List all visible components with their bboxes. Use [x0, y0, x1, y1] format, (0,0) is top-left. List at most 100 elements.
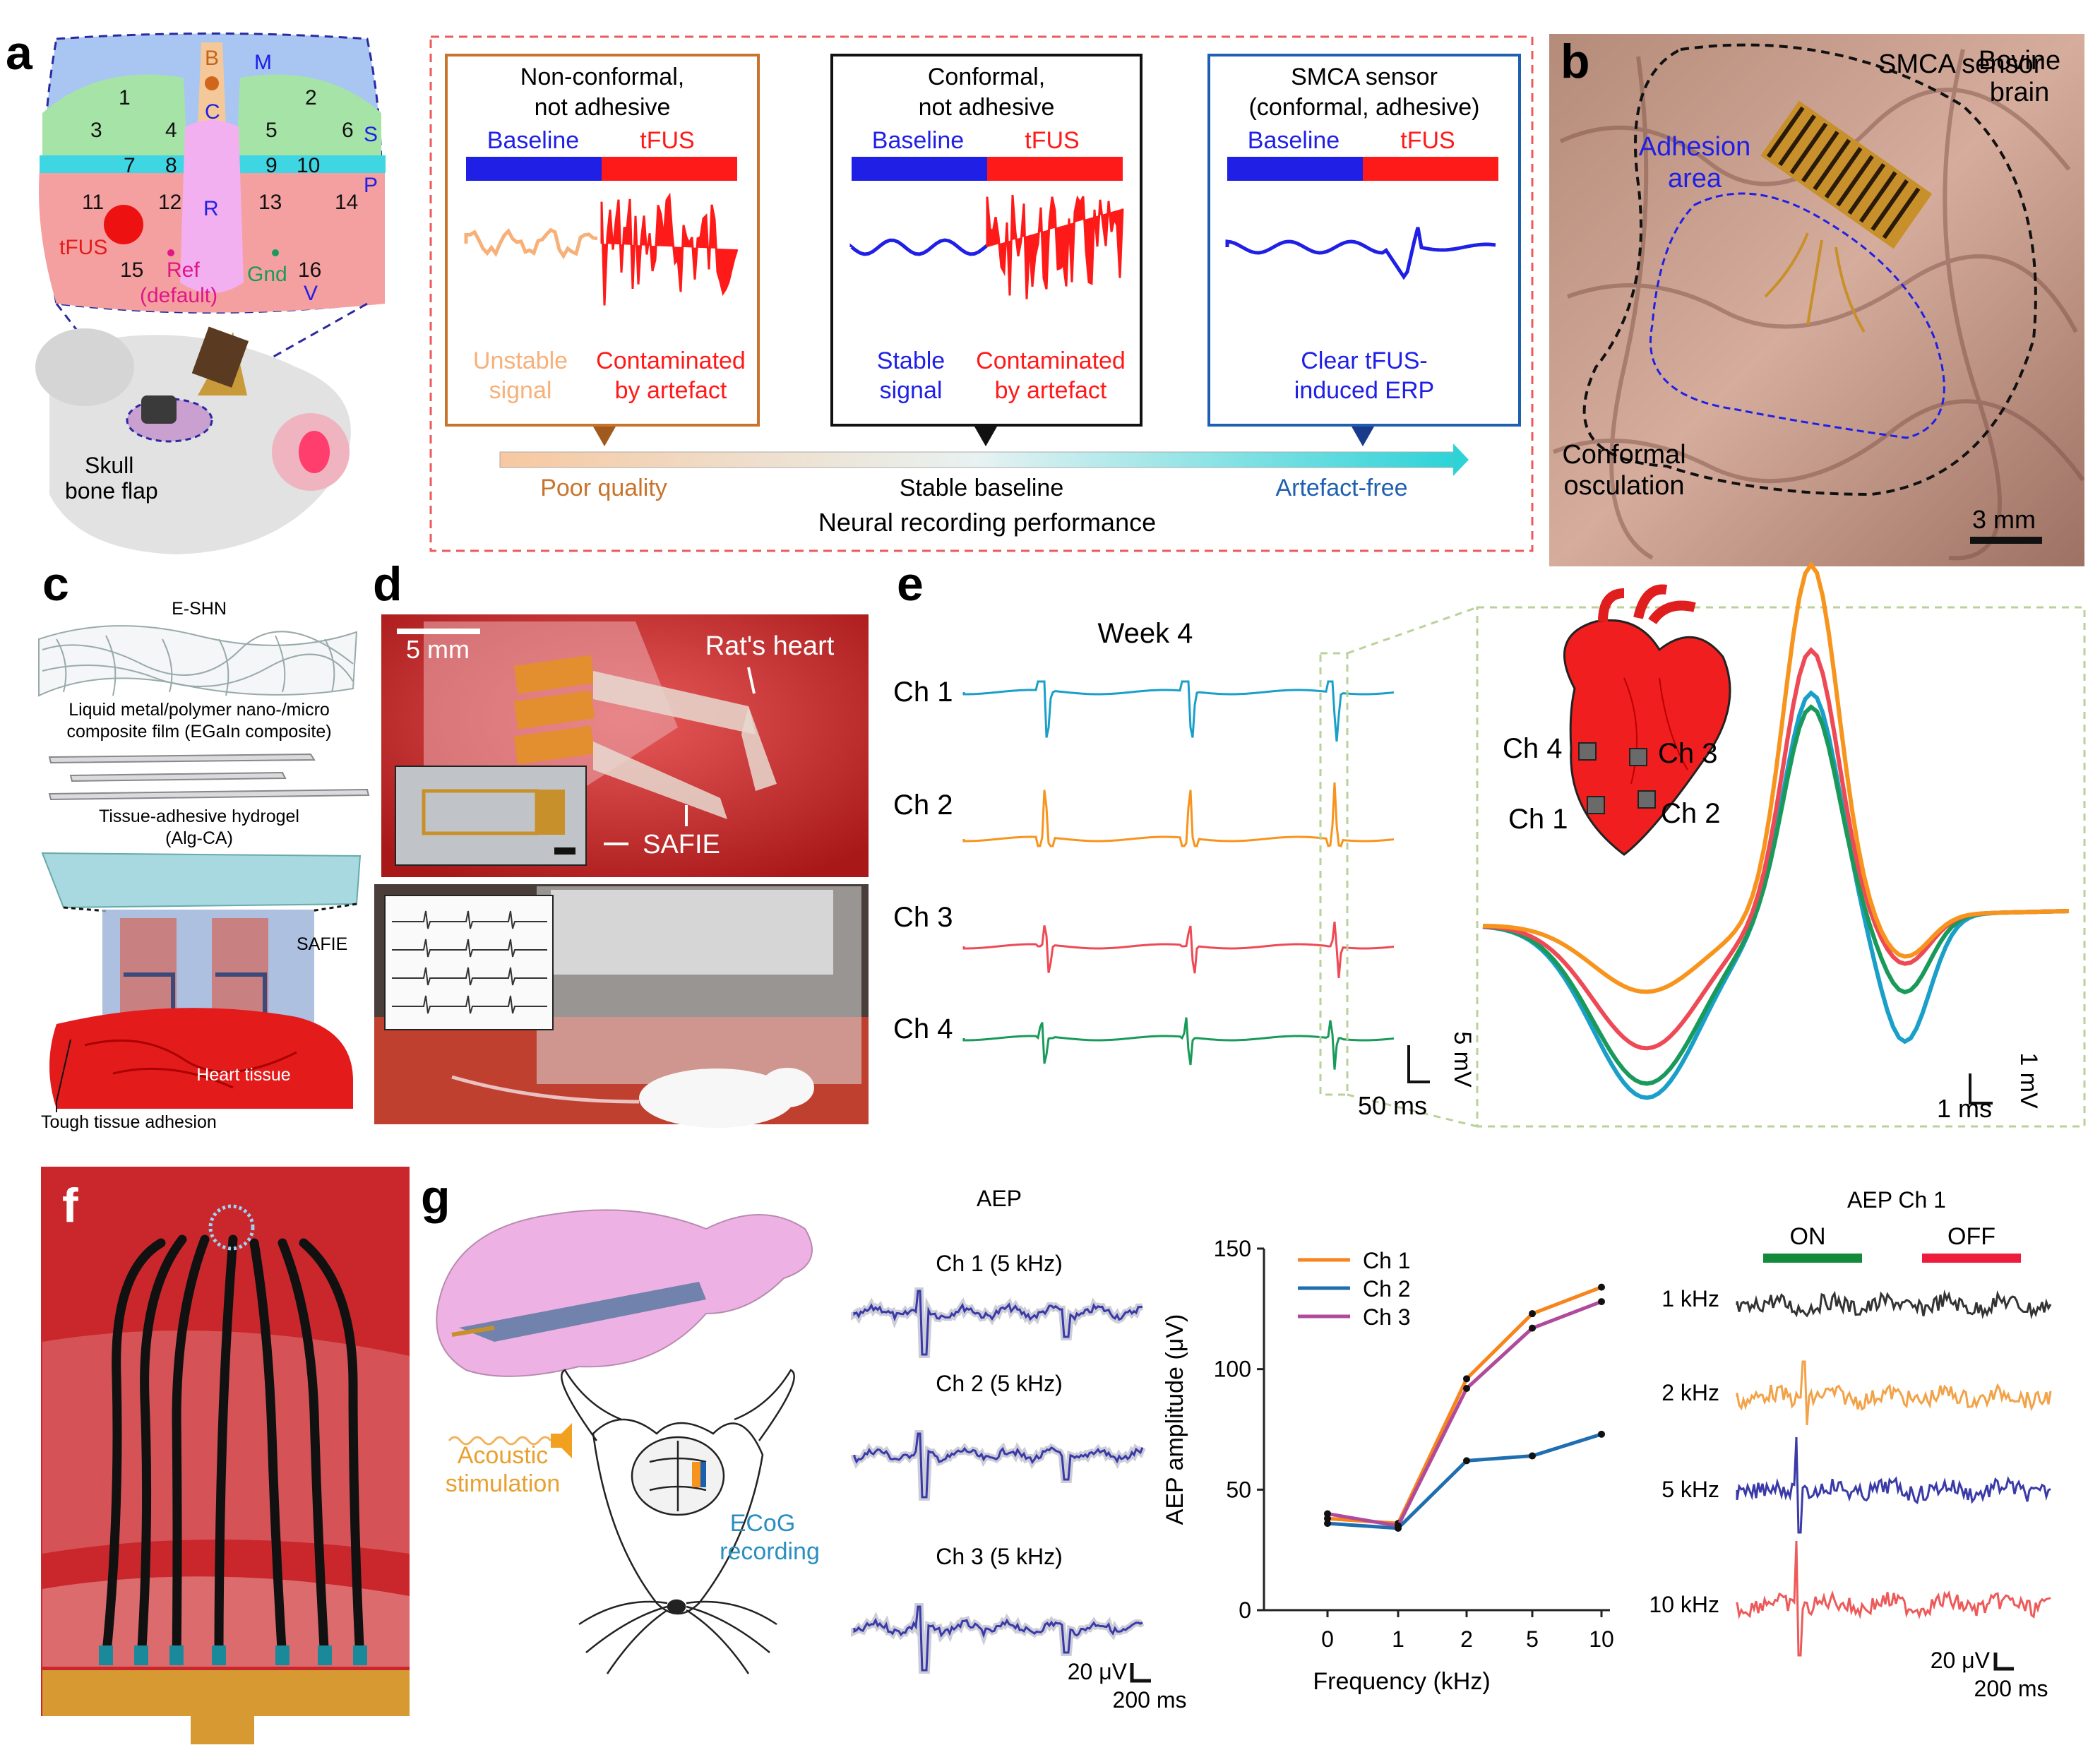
- box1-unstable-signal: [464, 227, 598, 260]
- heart-electrode-ch4: [1578, 742, 1597, 761]
- box1-unstable-2: signal: [489, 377, 552, 404]
- off-bar: [1922, 1254, 2021, 1263]
- box3-clear-2: induced ERP: [1294, 377, 1434, 404]
- heart-label-ch2: Ch 2: [1661, 798, 1721, 829]
- box-smca: SMCA sensor (conformal, adhesive) Baseli…: [1207, 54, 1521, 446]
- heart-illustration: [1563, 584, 1731, 856]
- electrode-2: 2: [305, 86, 317, 109]
- label-acoustic-2: stimulation: [446, 1470, 561, 1497]
- implant-contacts: [99, 1645, 367, 1665]
- label-on: ON: [1790, 1223, 1826, 1250]
- label-lm-2: composite film (EGaIn composite): [66, 722, 331, 742]
- box2-title2: not adhesive: [919, 94, 1055, 121]
- box2-stable-2: signal: [880, 377, 943, 404]
- box3-baseline-bar: [1227, 157, 1363, 181]
- aep-trace-ch1: [853, 1290, 1143, 1356]
- ecg-scale-bar: [1407, 1045, 1430, 1083]
- heart-label-ch1: Ch 1: [1508, 804, 1568, 835]
- label-hydro-1: Tissue-adhesive hydrogel: [99, 806, 299, 826]
- label-tough-adhesion: Tough tissue adhesion: [41, 1112, 217, 1132]
- on-bar: [1763, 1254, 1862, 1263]
- box2-artefact: [986, 194, 1124, 299]
- heart-tissue: [49, 1008, 353, 1109]
- label-off: OFF: [1947, 1223, 1995, 1250]
- rat-brain-illustration: [436, 1209, 813, 1377]
- label-conformal-1: Conformal: [1562, 440, 1686, 470]
- box2-contam-1: Contaminated: [976, 347, 1126, 374]
- label-safie-c: SAFIE: [297, 934, 347, 954]
- label-r: R: [203, 197, 219, 220]
- freq-labels: 1 kHz 2 kHz 5 kHz 10 kHz: [1649, 1286, 1719, 1617]
- electrode-8: 8: [165, 154, 177, 177]
- data-point: [1529, 1452, 1536, 1460]
- label-week-4: Week 4: [1098, 618, 1193, 649]
- aep-trace-ch2: [853, 1432, 1144, 1499]
- quality-arrow-head: [1453, 444, 1469, 476]
- box2-stable-1: Stable: [877, 347, 945, 374]
- electrode-numbers: 1 2 3 4 5 6 7 8 9 10 11 12 13 14 15 16: [82, 86, 358, 282]
- panel-c: c E-SHN Liquid metal/polymer nano-/micro…: [38, 557, 370, 1132]
- gnd-dot: [272, 249, 279, 256]
- series-line-2: [1327, 1432, 1602, 1530]
- label-poor-quality: Poor quality: [540, 475, 667, 501]
- smca-outline: [1582, 43, 2037, 496]
- label-acoustic-1: Acoustic: [458, 1442, 549, 1469]
- heart-label-ch4: Ch 4: [1503, 733, 1563, 764]
- box3-tfus-label: tFUS: [1400, 127, 1455, 154]
- ecg-label-ch2: Ch 2: [893, 790, 953, 821]
- ecg-label-ch3: Ch 3: [893, 902, 953, 933]
- freq-trace-10khz: [1736, 1540, 2051, 1657]
- box1-title1: Non-conformal,: [520, 64, 684, 90]
- electrode-12: 12: [158, 191, 181, 214]
- panel-b: SMCA sensor Bovine brain Adhesion area C…: [1549, 34, 2085, 566]
- data-point: [1598, 1298, 1605, 1306]
- box3-tfus-bar: [1363, 157, 1498, 181]
- ecg-scale-v: 5 mV: [1449, 1031, 1476, 1088]
- aep-scale-v: 20 μV: [1068, 1659, 1128, 1684]
- data-point: [1463, 1384, 1470, 1392]
- recording-site: [208, 1204, 255, 1251]
- y-tick-label: 0: [1239, 1597, 1251, 1623]
- data-point: [1463, 1457, 1470, 1465]
- electrode-10: 10: [297, 154, 320, 177]
- data-point: [1324, 1510, 1331, 1518]
- aep-scale-t: 200 ms: [1113, 1687, 1187, 1713]
- label-v: V: [304, 282, 318, 305]
- label-ref: Ref: [167, 258, 200, 282]
- heart-label-ch3: Ch 3: [1658, 738, 1718, 769]
- heart-channel-labels: Ch 4 Ch 3 Ch 1 Ch 2: [1503, 733, 1721, 835]
- legend-label: Ch 3: [1363, 1304, 1411, 1330]
- box2-contam-2: by artefact: [995, 377, 1107, 404]
- label-adhesion-1: Adhesion: [1639, 132, 1750, 162]
- ch1-scale-bar: [1993, 1653, 2014, 1671]
- ecg-trace-ch1: [962, 680, 1395, 742]
- electrode-5: 5: [266, 119, 278, 142]
- label-heart-tissue: Heart tissue: [196, 1065, 290, 1085]
- y-tick-label: 50: [1226, 1477, 1251, 1502]
- panel-f: f: [41, 1167, 410, 1744]
- chart-y-label: AEP amplitude (μV): [1162, 1314, 1188, 1525]
- label-hydro-2: (Alg-CA): [165, 828, 233, 848]
- implant-traces: [101, 1234, 365, 1665]
- label-ecog-1: ECoG: [730, 1510, 796, 1537]
- box1-artefact: [600, 192, 739, 306]
- region-r: [180, 120, 244, 293]
- box2-baseline-bar: [852, 157, 987, 181]
- panel-letter-b: b: [1561, 35, 1590, 88]
- freq-label-1khz: 1 kHz: [1661, 1286, 1719, 1311]
- electrode-15: 15: [120, 258, 143, 282]
- box-conformal: Conformal, not adhesive Baseline tFUS St…: [830, 54, 1143, 446]
- data-point: [1395, 1522, 1402, 1530]
- box1-unstable-1: Unstable: [473, 347, 568, 374]
- panel-g: g Acoustic stimulation ECoG recording AE…: [421, 1170, 2052, 1713]
- label-ecog-2: recording: [720, 1538, 820, 1565]
- zoom-scale-v: 1 mV: [2015, 1052, 2042, 1109]
- eshn-mesh: [38, 625, 358, 697]
- freq-trace-5khz: [1736, 1436, 2051, 1534]
- scale-label-b: 3 mm: [1972, 505, 2036, 534]
- safie-on-heart: [513, 655, 777, 819]
- data-point: [1529, 1310, 1536, 1318]
- label-artefact-free: Artefact-free: [1275, 475, 1407, 501]
- label-smca-sensor: SMCA sensor: [1878, 49, 2043, 79]
- ecg-trace-ch2: [962, 782, 1395, 847]
